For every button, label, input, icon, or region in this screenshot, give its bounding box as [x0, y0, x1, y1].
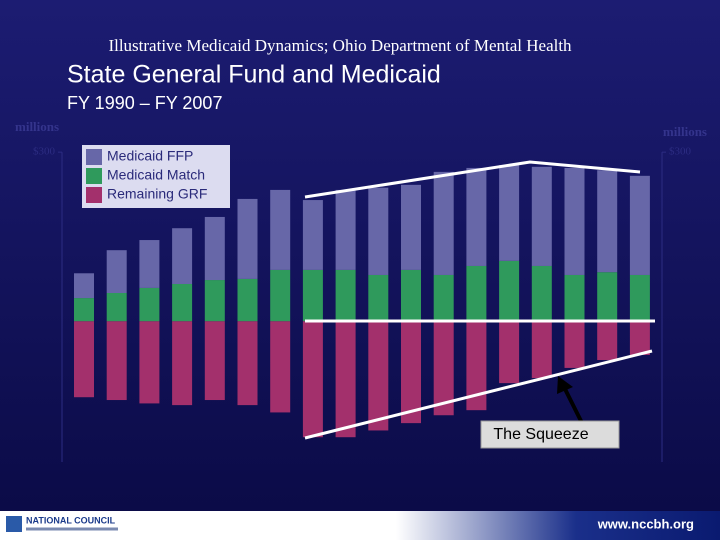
- bar: [302, 200, 323, 270]
- bar: [172, 321, 193, 406]
- bar: [74, 321, 94, 398]
- legend-label: Remaining GRF: [107, 186, 207, 202]
- y-tick-label: $300: [33, 146, 56, 158]
- bar: [466, 265, 487, 322]
- bar: [237, 278, 258, 322]
- bar: [204, 280, 225, 322]
- bar: [531, 265, 552, 322]
- y2-tick-label: $300: [669, 146, 692, 158]
- bar: [270, 321, 291, 413]
- supertitle: Illustrative Medicaid Dynamics; Ohio Dep…: [108, 36, 572, 55]
- bar: [172, 283, 193, 322]
- footer-bar: [0, 511, 720, 540]
- bar: [302, 269, 323, 322]
- squeeze-top-line: [304, 160, 641, 199]
- bar: [499, 165, 520, 261]
- bar: [466, 167, 487, 266]
- bar: [401, 184, 421, 270]
- legend-label: Medicaid Match: [107, 167, 205, 183]
- bar: [237, 321, 258, 406]
- bar: [466, 321, 487, 411]
- bar: [106, 293, 127, 322]
- bar: [433, 321, 454, 416]
- bar: [597, 321, 618, 361]
- legend: Medicaid FFP Medicaid Match Remaining GRF: [86, 148, 207, 203]
- bar: [74, 273, 94, 299]
- bar: [335, 321, 356, 438]
- bar: [302, 321, 323, 438]
- squeeze-bottom-line: [304, 349, 653, 440]
- bar: [564, 167, 585, 275]
- bar: [204, 216, 225, 281]
- bar: [597, 272, 618, 322]
- bar: [139, 240, 160, 288]
- y2-axis-label: millions: [663, 124, 707, 139]
- bar: [433, 171, 454, 275]
- footer-url: www.nccbh.org: [597, 516, 694, 531]
- chart-subtitle: FY 1990 – FY 2007: [67, 93, 222, 113]
- bar: [172, 228, 193, 284]
- bar: [335, 269, 356, 322]
- bar: [368, 274, 389, 322]
- bar: [629, 321, 650, 355]
- bar: [106, 321, 127, 401]
- legend-label: Medicaid FFP: [107, 148, 193, 164]
- bar: [74, 298, 94, 322]
- bar: [204, 321, 225, 401]
- arrow-shaft: [563, 388, 584, 424]
- bar: [531, 166, 552, 266]
- arrow-head: [557, 376, 573, 394]
- bar: [270, 189, 291, 270]
- bar: [139, 287, 160, 322]
- bar: [270, 269, 291, 322]
- plot: $300 $300: [33, 146, 692, 462]
- bar: [401, 321, 421, 424]
- bar: [597, 170, 618, 273]
- bar: [368, 321, 389, 431]
- bar: [564, 274, 585, 322]
- bar: [629, 274, 650, 322]
- annotation-box: [480, 420, 620, 449]
- annotation: The Squeeze: [493, 426, 588, 443]
- legend-swatch: [86, 168, 102, 184]
- bar: [629, 175, 650, 275]
- bar: [368, 187, 389, 275]
- bar: [499, 321, 520, 384]
- legend-box: [82, 145, 230, 208]
- bar: [564, 321, 585, 368]
- bar: [531, 321, 552, 379]
- bar: [106, 250, 127, 293]
- bar: [139, 321, 160, 404]
- footer-logo: NATIONAL COUNCIL: [26, 515, 116, 525]
- bar: [335, 189, 356, 270]
- y-axis-label: millions: [15, 119, 59, 134]
- logo-icon: [6, 516, 22, 532]
- bar: [401, 269, 421, 322]
- legend-swatch: [86, 149, 102, 165]
- bar: [499, 260, 520, 322]
- bar: [237, 198, 258, 279]
- chart-title: State General Fund and Medicaid: [67, 61, 441, 89]
- bar: [433, 274, 454, 322]
- legend-swatch: [86, 187, 102, 203]
